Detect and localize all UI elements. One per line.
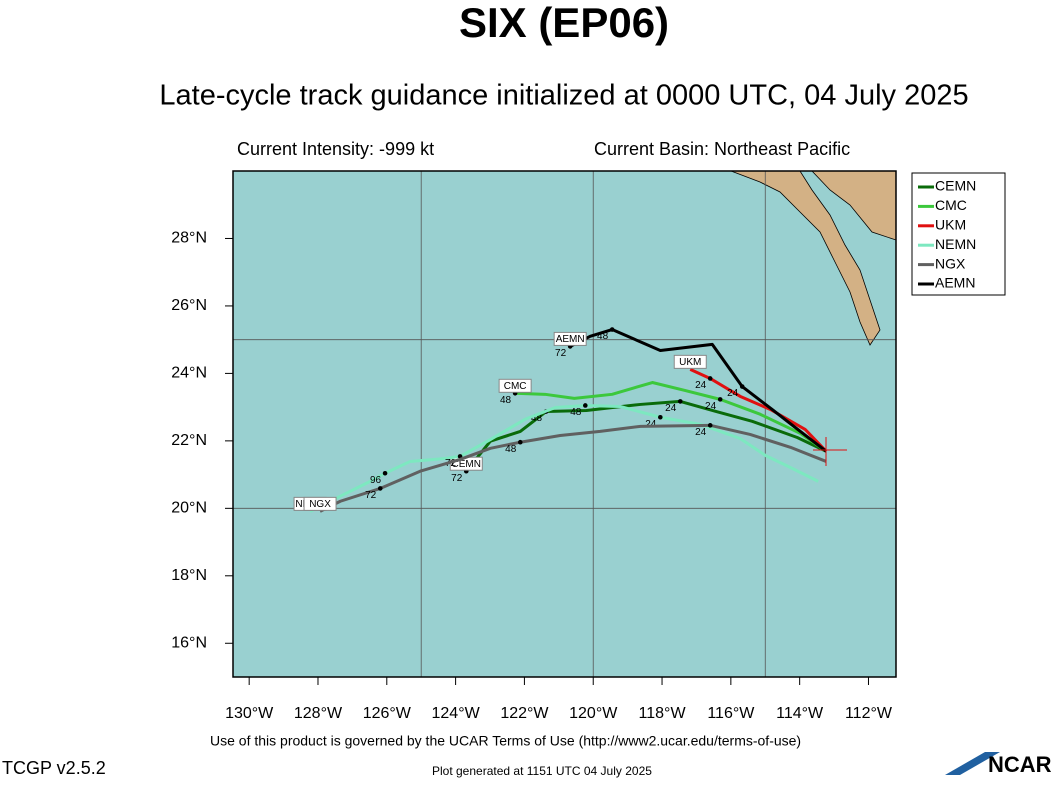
- forecast-hour: 24: [665, 403, 677, 414]
- logo-mark: [945, 752, 1000, 775]
- forecast-point: [609, 327, 615, 332]
- forecast-hour: 48: [570, 407, 582, 418]
- x-tick-label: 118°W: [639, 705, 687, 722]
- forecast-hour: 24: [645, 419, 657, 430]
- track-label: CMC: [504, 381, 527, 392]
- legend-label: NGX: [935, 255, 966, 271]
- track-label-box: [498, 378, 532, 393]
- logo: NCAR: [988, 752, 1052, 777]
- forecast-point: [377, 486, 383, 491]
- terms: Use of this product is governed by the U…: [210, 733, 801, 749]
- x-tick-label: 112°W: [845, 705, 893, 722]
- track-line: [689, 367, 828, 453]
- track-line: [319, 423, 827, 513]
- forecast-hour: 24: [727, 388, 739, 399]
- forecast-point: [717, 397, 723, 402]
- x-tick-label: 114°W: [776, 705, 824, 722]
- forecast-point: [707, 423, 713, 428]
- forecast-point: [583, 403, 588, 408]
- y-tick-label: 28°N: [171, 230, 207, 247]
- frame: [232, 170, 897, 678]
- track-label: CEMN: [452, 459, 481, 470]
- y-tick-label: 26°N: [171, 297, 207, 314]
- forecast-hour: 24: [695, 427, 707, 438]
- land: [730, 170, 881, 346]
- x-tick-label: 122°W: [500, 705, 549, 722]
- forecast-hour: 48: [505, 444, 517, 455]
- y-tick-label: 24°N: [171, 365, 207, 382]
- track-line: [465, 399, 827, 473]
- x-tick-label: 116°W: [707, 705, 755, 722]
- y-tick-label: 20°N: [171, 500, 207, 517]
- y-tick-label: 22°N: [171, 432, 207, 449]
- forecast-hour: 72: [451, 473, 463, 484]
- forecast-hour: 72: [555, 348, 567, 359]
- forecast-point: [677, 399, 683, 404]
- chart-subtitle: Late-cycle track guidance initialized at…: [159, 80, 968, 112]
- y-tick-label: 18°N: [171, 567, 207, 584]
- track-line: [515, 381, 828, 453]
- x-tick-label: 126°W: [363, 705, 412, 722]
- generated: Plot generated at 1151 UTC 04 July 2025: [432, 764, 652, 778]
- x-tick-label: 124°W: [432, 705, 481, 722]
- legend-label: UKM: [935, 217, 966, 233]
- track-label: NGX: [309, 499, 331, 510]
- forecast-point: [382, 470, 388, 476]
- legend: [911, 172, 1006, 296]
- forecast-hour: 96: [370, 475, 382, 486]
- intensity: Current Intensity: -999 kt: [237, 139, 434, 159]
- track-line: [309, 403, 819, 513]
- forecast-point: [658, 414, 663, 420]
- track-label: AEMN: [556, 334, 585, 345]
- legend-label: CMC: [935, 197, 967, 213]
- chart-title: SIX (EP06): [459, 0, 669, 46]
- forecast-hour: 24: [705, 401, 717, 412]
- legend-label: CEMN: [935, 178, 976, 194]
- basin: Current Basin: Northeast Pacific: [594, 139, 850, 159]
- y-tick-label: 16°N: [171, 634, 207, 651]
- forecast-hour: 48: [597, 331, 609, 342]
- forecast-point: [739, 384, 745, 389]
- ocean: [233, 171, 896, 677]
- track-label: UKM: [679, 357, 701, 368]
- track-line: [569, 328, 828, 453]
- legend-label: AEMN: [935, 275, 975, 291]
- x-tick-label: 130°W: [225, 705, 274, 722]
- forecast-point: [517, 439, 523, 445]
- forecast-hour: 48: [500, 395, 512, 406]
- track-label-box: [673, 354, 707, 369]
- version: TCGP v2.5.2: [2, 758, 106, 778]
- track-label-box: [553, 331, 587, 346]
- legend-label: NEMN: [935, 236, 976, 252]
- forecast-hour: 72: [365, 490, 377, 501]
- track-label-box: [303, 496, 337, 511]
- forecast-hour: 24: [695, 380, 707, 391]
- x-tick-label: 128°W: [294, 705, 343, 722]
- x-tick-label: 120°W: [569, 705, 618, 722]
- forecast-point: [707, 376, 713, 381]
- forecast-hour: 48: [531, 413, 543, 424]
